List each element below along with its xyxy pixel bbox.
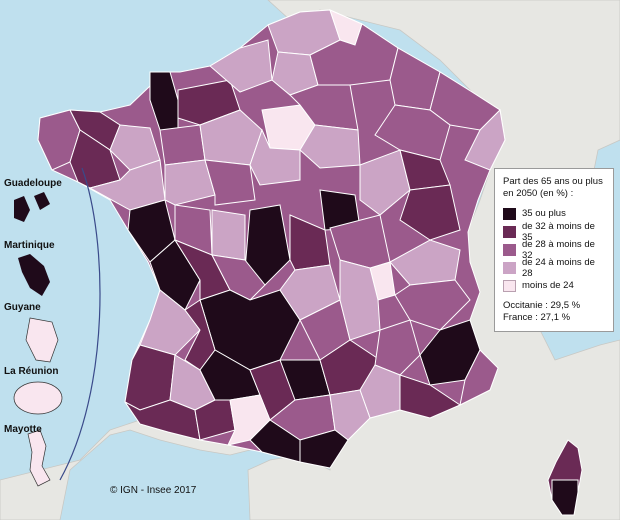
legend-class-label: de 32 à moins de 35 [522,220,595,243]
legend-swatch [503,279,516,292]
department-herault [329,389,371,441]
guyane-shape [25,317,59,363]
department-ain [389,239,461,286]
stat-france: France : 27,1 % [503,312,571,323]
legend-class-label: 35 ou plus [522,208,566,219]
department-cher [244,204,291,286]
legend-title: Part des 65 ans ou plus en 2050 (en %) : [503,176,603,199]
reunion-shape [13,381,63,415]
legend-classes: 35 ou plus de 32 à moins de 35 de 28 à moi… [503,206,607,293]
legend-class-row: de 28 à moins de 32 [503,239,607,261]
label-martinique: Martinique [4,240,55,251]
department-maine-loire [164,159,216,206]
department-seine-maritime [209,39,273,93]
departments [37,9,506,469]
department-indre-loire [204,159,256,206]
corsica-south [551,479,579,516]
legend-swatch [503,207,516,220]
label-la-reunion: La Réunion [4,366,59,377]
department-aube [299,124,361,169]
overseas-territories [13,192,63,487]
department-mayenne [159,124,206,166]
department-cote-or [359,149,411,216]
legend-swatch [503,243,516,256]
department-saone-loire [329,214,391,269]
overseas-separator-curve [59,167,101,481]
label-guyane: Guyane [4,302,41,313]
department-doubs [399,184,461,241]
martinique-shape [18,254,50,296]
map-legend: Part des 65 ans ou plus en 2050 (en %) :… [494,168,614,332]
legend-class-label: moins de 24 [522,280,574,291]
department-alsace [464,108,506,171]
legend-class-row: 35 ou plus [503,206,607,221]
legend-class-label: de 28 à moins de 32 [522,238,595,261]
legend-swatch [503,225,516,238]
legend-class-row: de 24 à moins de 28 [503,257,607,279]
label-mayotte: Mayotte [4,424,42,435]
legend-stats: Occitanie : 29,5 % France : 27,1 % [503,300,607,324]
legend-class-row: de 32 à moins de 35 [503,221,607,243]
legend-swatch [503,261,516,274]
map-credit: © IGN - Insee 2017 [110,485,197,496]
department-charente-maritime [149,239,201,311]
department-drome [374,319,421,376]
guadeloupe-shape [14,192,50,222]
stat-occitanie: Occitanie : 29,5 % [503,300,581,311]
department-aude [299,429,349,469]
mayotte-shape [27,429,51,487]
department-var [459,349,499,406]
legend-class-label: de 24 à moins de 28 [522,256,595,279]
legend-class-row: moins de 24 [503,278,607,293]
label-guadeloupe: Guadeloupe [4,178,62,189]
department-vienne [211,209,246,261]
